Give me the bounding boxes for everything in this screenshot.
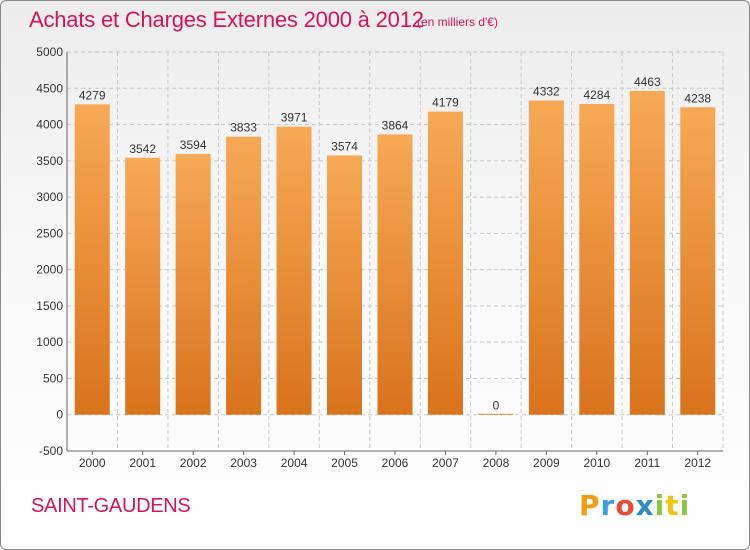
data-label-2010: 4284 [583, 88, 610, 102]
bar-2001 [125, 157, 161, 415]
y-tick-label: 3000 [36, 190, 63, 204]
y-tick-label: 0 [56, 408, 63, 422]
data-label-2001: 3542 [129, 142, 156, 156]
y-tick-label: 5000 [36, 45, 63, 59]
bar-2011 [629, 90, 665, 415]
x-tick-label-2001: 2001 [129, 456, 156, 470]
x-tick-label-2012: 2012 [684, 456, 711, 470]
bar-2000 [74, 104, 110, 415]
y-tick-label: -500 [39, 444, 63, 458]
bar-2006 [377, 134, 413, 415]
x-tick-label-2006: 2006 [382, 456, 409, 470]
bar-2002 [175, 153, 211, 415]
y-tick-label: 4000 [36, 118, 63, 132]
proxiti-logo: Proxiti [579, 489, 691, 522]
chart-title: Achats et Charges Externes 2000 à 2012 [29, 7, 424, 32]
data-label-2011: 4463 [634, 75, 661, 89]
x-tick-label-2011: 2011 [634, 456, 660, 470]
data-label-2002: 3594 [180, 138, 207, 152]
bar-2007 [427, 111, 463, 415]
bar-2003 [226, 136, 262, 415]
data-label-2005: 3574 [331, 139, 358, 153]
x-tick-label-2005: 2005 [331, 456, 358, 470]
data-label-2008: 0 [493, 399, 500, 413]
x-tick-label-2002: 2002 [180, 456, 207, 470]
x-tick-label-2010: 2010 [583, 456, 610, 470]
bar-2012 [680, 107, 716, 415]
y-tick-label: 2500 [36, 226, 63, 240]
data-label-2009: 4332 [533, 84, 560, 98]
y-tick-label: 1000 [36, 335, 63, 349]
data-label-2006: 3864 [382, 118, 409, 132]
bar-2004 [276, 126, 312, 415]
data-label-2000: 4279 [79, 88, 106, 102]
x-tick-label-2009: 2009 [533, 456, 560, 470]
x-tick-label-2008: 2008 [483, 456, 510, 470]
bar-2009 [528, 100, 564, 415]
bar-2005 [327, 155, 363, 415]
y-tick-label: 1500 [36, 299, 63, 313]
x-tick-label-2000: 2000 [79, 456, 106, 470]
data-label-2007: 4179 [432, 96, 459, 110]
y-tick-label: 2000 [36, 263, 63, 277]
data-label-2003: 3833 [230, 121, 257, 135]
x-tick-label-2007: 2007 [432, 456, 459, 470]
y-tick-label: 4500 [36, 81, 63, 95]
x-tick-label-2004: 2004 [281, 456, 308, 470]
city-name: SAINT-GAUDENS [31, 495, 191, 517]
x-tick-label-2003: 2003 [230, 456, 257, 470]
bar-2008 [478, 413, 514, 415]
bar-2010 [579, 103, 615, 415]
chart-subtitle: (en milliers d'€) [417, 15, 498, 29]
data-label-2004: 3971 [281, 111, 308, 125]
data-label-2012: 4238 [684, 91, 711, 105]
y-tick-label: 500 [43, 371, 63, 385]
y-tick-label: 3500 [36, 154, 63, 168]
